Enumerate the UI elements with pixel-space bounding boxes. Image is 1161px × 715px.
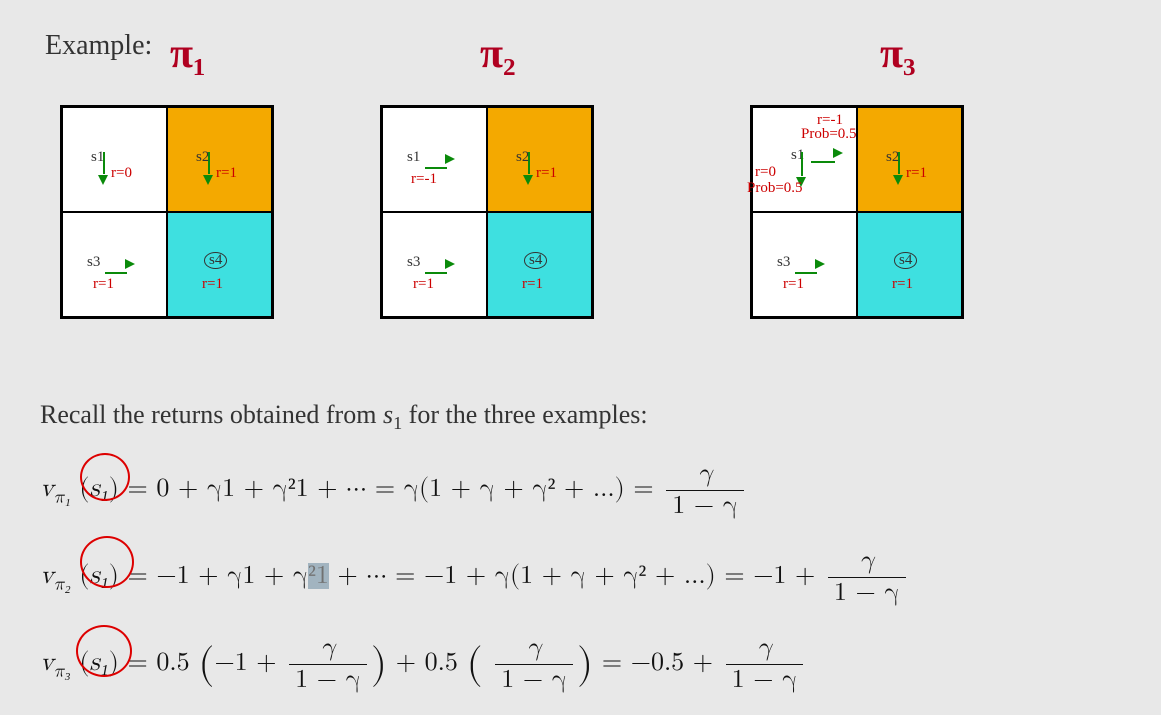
g1-cell-s2: s2 r=1 <box>167 107 272 212</box>
equation-v3: vπ₃ (s₁) = 0.5 (−1 + γ 1 − γ ) + 0.5 ( γ… <box>40 633 1120 696</box>
g3-s3-reward: r=1 <box>783 276 804 292</box>
g1-s4-label: s4 <box>204 252 227 269</box>
v3-sub: π₃ <box>54 661 71 680</box>
pi-3-text: π₃ <box>880 31 916 77</box>
down-arrow-icon <box>898 152 900 174</box>
v2-arg: s₁ <box>89 563 108 589</box>
slide-page: Example: π₁ π₂ π₃ s1 r=0 <box>0 0 1161 715</box>
pi-2-text: π₂ <box>480 31 516 77</box>
g3-s4-reward: r=1 <box>892 276 913 292</box>
down-arrow-icon <box>203 175 213 185</box>
v3-tail: = −0.5 + <box>602 650 722 676</box>
v2-frac-num: γ <box>828 546 906 578</box>
g3-s3-label: s3 <box>777 254 790 270</box>
g1-s2-reward: r=1 <box>216 165 237 181</box>
g3-cell-s3: s3 r=1 <box>752 212 857 317</box>
g1-cell-s3: s3 r=1 <box>62 212 167 317</box>
v3-t1a: −1 + <box>214 650 285 676</box>
equations-block: Recall the returns obtained from s1 for … <box>40 400 1120 715</box>
equation-v2: vπ₂ (s₁) = −1 + γ1 + γ²1 + ⋯ = −1 + γ(1 … <box>40 546 1120 609</box>
down-arrow-icon <box>893 175 903 185</box>
v3-plus: + 0.5 <box>396 650 458 676</box>
v1-frac-num: γ <box>666 459 744 491</box>
right-arrow-icon <box>105 272 127 274</box>
pi-1-text: π₁ <box>170 31 206 77</box>
v3-f2-den: 1 − γ <box>495 665 573 696</box>
highlight-gamma-squared: ²1 <box>308 563 329 589</box>
v1-frac-den: 1 − γ <box>666 491 744 522</box>
g2-s4-label: s4 <box>524 252 547 269</box>
g2-s1-label: s1 <box>407 149 420 165</box>
g2-s4-reward: r=1 <box>522 276 543 292</box>
v3-f3-num: γ <box>726 633 804 665</box>
v3-f1-num: γ <box>289 633 367 665</box>
g2-cell-s3: s3 r=1 <box>382 212 487 317</box>
v1-arg: s₁ <box>89 476 108 502</box>
pi1-label: π₁ <box>170 30 206 78</box>
g3-s1-down-reward: r=0 <box>755 164 776 180</box>
g2-s1-reward: r=-1 <box>411 171 437 187</box>
g2-cell-s1: s1 r=-1 <box>382 107 487 212</box>
down-arrow-icon <box>528 152 530 174</box>
g2-cell-s2: s2 r=1 <box>487 107 592 212</box>
g3-cell-s4: s4 r=1 <box>857 212 962 317</box>
g3-s1-up-prob: Prob=0.5 <box>801 126 857 142</box>
v3-f3-den: 1 − γ <box>726 665 804 696</box>
g1-s3-reward: r=1 <box>93 276 114 292</box>
pi2-label: π₂ <box>480 30 516 78</box>
grid-pi3: r=-1 Prob=0.5 s1 <box>750 105 964 319</box>
g2-cell-s4: s4 r=1 <box>487 212 592 317</box>
down-arrow-icon <box>208 152 210 174</box>
v2-frac-den: 1 − γ <box>828 578 906 609</box>
v2-prefix: = −1 + γ1 + γ <box>128 563 309 589</box>
g3-s4-label: s4 <box>894 252 917 269</box>
right-arrow-icon <box>425 272 447 274</box>
g3-cell-s2: s2 r=1 <box>857 107 962 212</box>
v1-body: = 0 + γ1 + γ²1 + ⋯ = γ(1 + γ + γ² + …) = <box>128 476 654 502</box>
v2-sub: π₂ <box>54 574 71 593</box>
right-arrow-icon <box>125 259 135 269</box>
right-arrow-icon <box>445 259 455 269</box>
page-title: Example: <box>45 30 152 62</box>
v3-f2-num: γ <box>495 633 573 665</box>
g3-cell-s1: r=-1 Prob=0.5 s1 <box>752 107 857 212</box>
g1-cell-s1: s1 r=0 <box>62 107 167 212</box>
g2-s3-reward: r=1 <box>413 276 434 292</box>
recall-text: Recall the returns obtained from s1 for … <box>40 400 1120 434</box>
down-arrow-icon <box>103 152 105 174</box>
v3-f1-den: 1 − γ <box>289 665 367 696</box>
g2-s2-reward: r=1 <box>536 165 557 181</box>
v3-arg: s₁ <box>89 650 108 676</box>
g1-s1-reward: r=0 <box>111 165 132 181</box>
v2-mid: + ⋯ = −1 + γ(1 + γ + γ² + …) = −1 + <box>329 563 824 589</box>
equation-v1: vπ₁ (s₁) = 0 + γ1 + γ²1 + ⋯ = γ(1 + γ + … <box>40 459 1120 522</box>
right-arrow-icon <box>811 161 835 163</box>
pi3-label: π₃ <box>880 30 916 78</box>
v3-coef1: = 0.5 <box>128 650 190 676</box>
g1-s3-label: s3 <box>87 254 100 270</box>
right-arrow-icon <box>425 167 447 169</box>
g1-cell-s4: s4 r=1 <box>167 212 272 317</box>
g3-s2-reward: r=1 <box>906 165 927 181</box>
g3-s1-down-prob: Prob=0.5 <box>747 180 803 196</box>
grid-pi1: s1 r=0 s2 <box>60 105 274 319</box>
g1-s4-reward: r=1 <box>202 276 223 292</box>
right-arrow-icon <box>445 154 455 164</box>
right-arrow-icon <box>795 272 817 274</box>
right-arrow-icon <box>815 259 825 269</box>
grid-pi2: s1 r=-1 s2 <box>380 105 594 319</box>
right-arrow-icon <box>833 148 843 158</box>
down-arrow-icon <box>98 175 108 185</box>
down-arrow-icon <box>523 175 533 185</box>
v1-sub: π₁ <box>54 487 71 506</box>
g2-s3-label: s3 <box>407 254 420 270</box>
down-arrow-icon <box>801 152 803 176</box>
